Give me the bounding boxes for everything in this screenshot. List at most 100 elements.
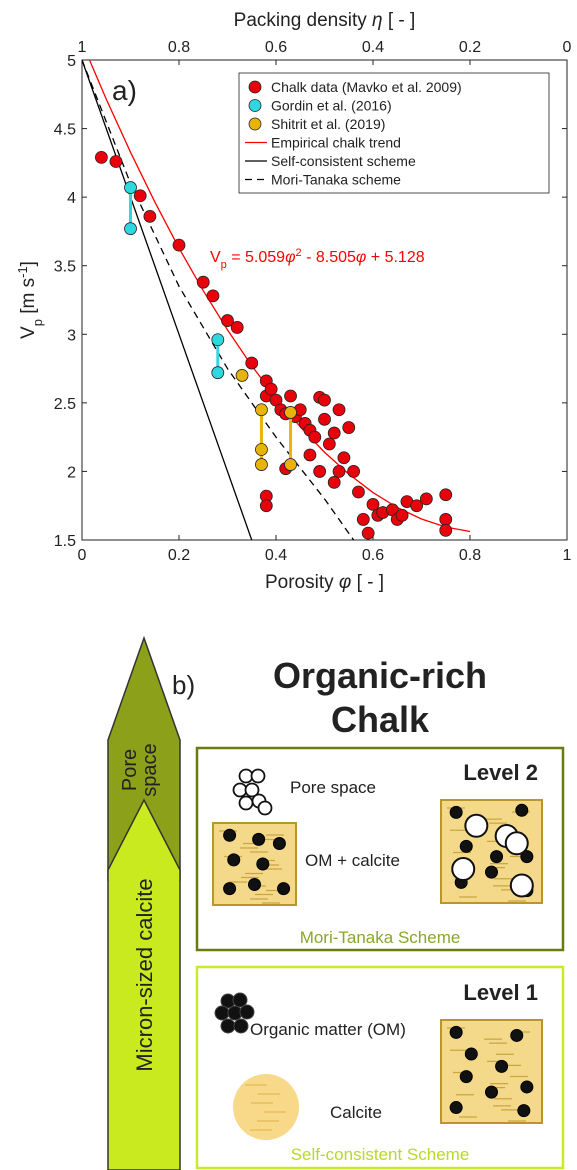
data-point [309, 431, 321, 443]
x2-tick-label: 0.8 [168, 39, 190, 56]
legend-marker [249, 100, 261, 112]
label-part: - 8.505 [302, 249, 356, 266]
organic-particle [516, 804, 528, 816]
item-label: Pore space [290, 778, 376, 797]
label-part: V [18, 326, 39, 339]
organic-particle [249, 879, 261, 891]
data-point [338, 452, 350, 464]
organic-particle [460, 1071, 472, 1083]
data-point [285, 390, 297, 402]
diagram-title: Organic-rich [273, 655, 487, 696]
x-axis-label: Porosity φ [ - ] [265, 572, 384, 593]
data-point [246, 357, 258, 369]
label-part: [ - ] [383, 10, 416, 31]
label-part: ] [18, 261, 39, 266]
organic-particle [518, 1105, 530, 1117]
pore [234, 784, 247, 797]
organic-particle [273, 838, 285, 850]
label-part: φ [356, 249, 366, 266]
x2-tick-label: 0.4 [362, 39, 384, 56]
label-part: Packing density [234, 10, 372, 31]
legend-label: Self-consistent scheme [271, 153, 416, 169]
legend-label: Shitrit et al. (2019) [271, 116, 385, 132]
data-point [265, 383, 277, 395]
data-point [144, 210, 156, 222]
legend-label: Empirical chalk trend [271, 135, 401, 151]
organic-particle [257, 858, 269, 870]
organic-particle [234, 1019, 248, 1033]
pore [511, 874, 533, 896]
data-point [285, 459, 297, 471]
label-part: [ - ] [351, 572, 384, 593]
organic-particle [221, 1019, 235, 1033]
data-point [319, 394, 331, 406]
data-point [255, 443, 267, 455]
organic-particle [215, 1006, 229, 1020]
y-tick-label: 2 [67, 464, 76, 481]
data-point [212, 334, 224, 346]
data-point [110, 155, 122, 167]
organic-particle [465, 1048, 477, 1060]
data-point [236, 369, 248, 381]
pore [506, 832, 528, 854]
arrow-upper-label: Porespace [119, 743, 161, 796]
level-title: Level 2 [463, 760, 538, 785]
data-point [328, 427, 340, 439]
data-point [440, 513, 452, 525]
arrow-label-line: space [139, 743, 161, 796]
data-point [333, 465, 345, 477]
x2-tick-label: 0.6 [265, 39, 287, 56]
data-point [323, 438, 335, 450]
legend-marker [249, 118, 261, 130]
organic-particle [224, 829, 236, 841]
data-point [255, 404, 267, 416]
figure: Porespace Micron-sized calcite b) Organi… [0, 0, 577, 1170]
pore [452, 858, 474, 880]
panel-label: b) [172, 670, 195, 700]
data-point [314, 465, 326, 477]
x-tick-label: 0.4 [265, 547, 287, 564]
label-part: V [210, 249, 221, 266]
data-point [173, 239, 185, 251]
organic-particle [460, 840, 472, 852]
data-point [348, 465, 360, 477]
y-tick-label: 3 [67, 327, 76, 344]
panel-label: a) [112, 75, 137, 106]
data-point [367, 498, 379, 510]
label-part: + 5.128 [366, 249, 424, 266]
legend-label: Gordin et al. (2016) [271, 98, 392, 114]
x-tick-label: 1 [563, 547, 572, 564]
organic-particle [450, 1102, 462, 1114]
data-point [328, 476, 340, 488]
diagram-title: Chalk [331, 699, 430, 740]
organic-particle [228, 854, 240, 866]
data-point [357, 513, 369, 525]
x2-tick-label: 0.2 [459, 39, 481, 56]
pore [259, 802, 272, 815]
y-tick-label: 1.5 [54, 533, 76, 550]
legend-marker [249, 81, 261, 93]
legend-label: Mori-Tanaka scheme [271, 172, 401, 188]
y-tick-label: 4 [67, 190, 76, 207]
y-tick-label: 3.5 [54, 259, 76, 276]
pore [252, 770, 265, 783]
data-point [260, 500, 272, 512]
label-part: Porosity [265, 572, 339, 593]
data-point [285, 406, 297, 418]
data-point [352, 486, 364, 498]
organic-particle [450, 1026, 462, 1038]
x-tick-label: 0.8 [459, 547, 481, 564]
item-label: OM + calcite [305, 851, 400, 870]
x2-axis-label: Packing density η [ - ] [234, 10, 416, 31]
data-point [440, 524, 452, 536]
organic-particle [486, 866, 498, 878]
organic-particle [253, 833, 265, 845]
data-point [212, 367, 224, 379]
label-part: φ [285, 249, 295, 266]
item-label: Calcite [330, 1103, 382, 1122]
pore [240, 797, 253, 810]
label-part: η [372, 10, 383, 31]
organic-particle [521, 1081, 533, 1093]
organic-particle [278, 883, 290, 895]
label-part: = 5.059 [227, 249, 285, 266]
